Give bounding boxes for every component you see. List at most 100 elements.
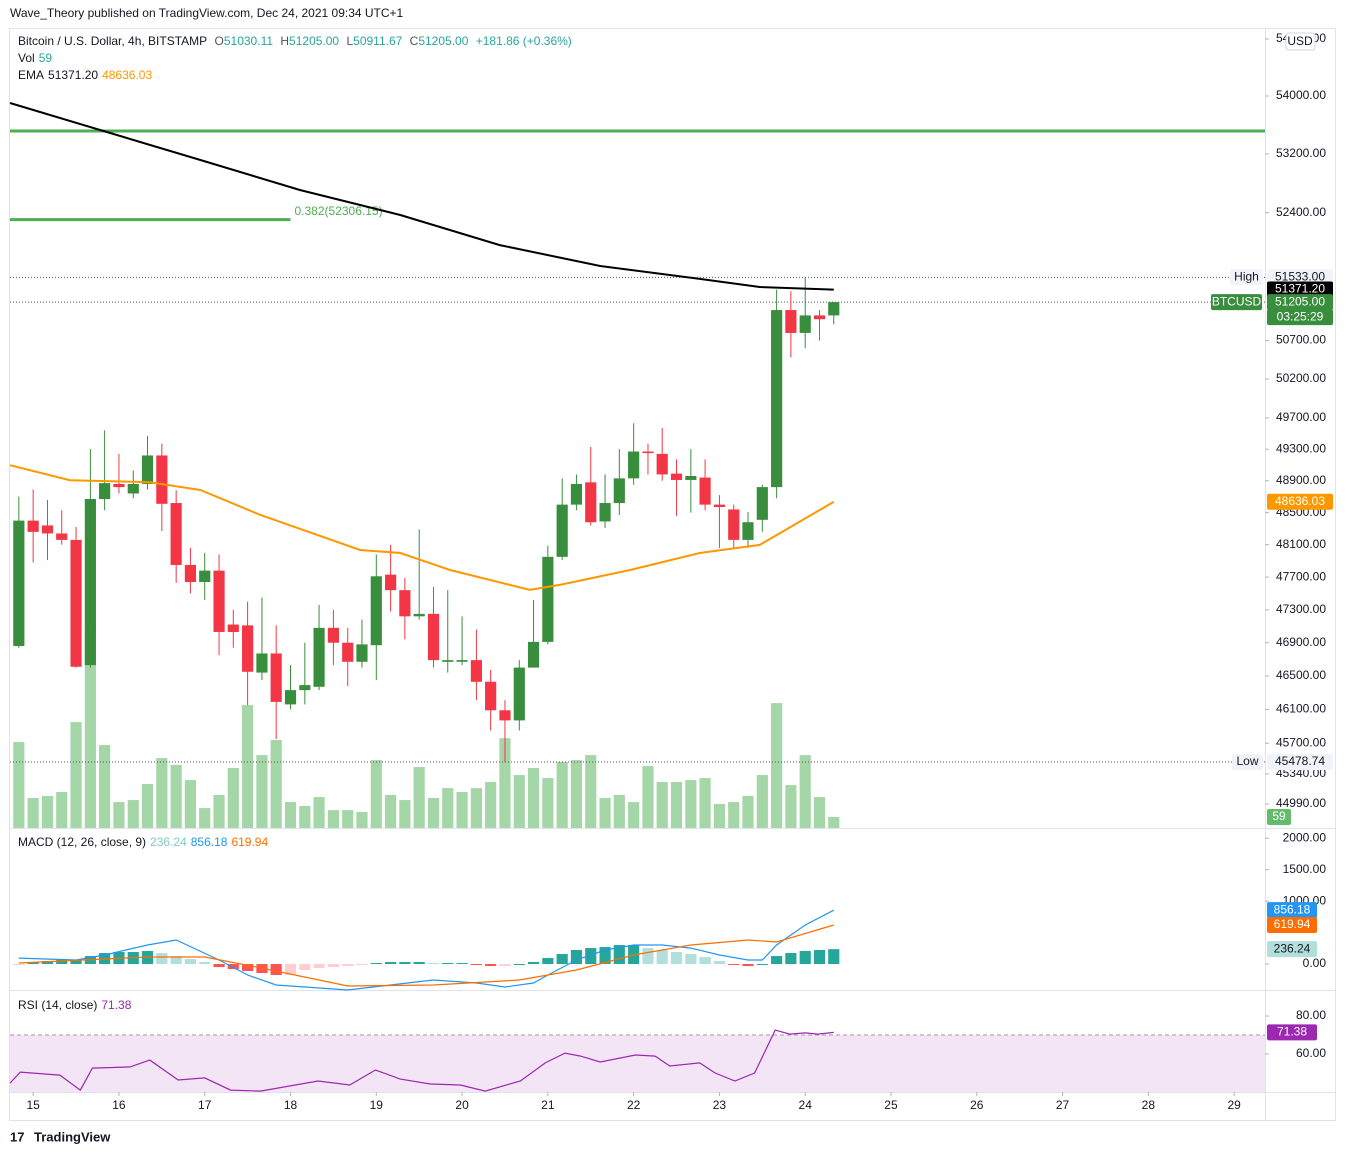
y-tick-label: 52400.00	[1276, 205, 1326, 219]
candle-body	[70, 539, 82, 667]
volume-bar	[370, 760, 382, 828]
volume-bar	[313, 797, 325, 828]
currency-button[interactable]: USD	[1287, 34, 1313, 48]
candle-body	[542, 556, 554, 642]
candle-body	[413, 613, 425, 617]
candle-body	[213, 570, 225, 632]
y-tick-label: 45700.00	[1276, 735, 1326, 749]
macd-bar	[370, 963, 382, 965]
macd-bar	[771, 956, 783, 965]
chart-frame	[9, 28, 1336, 1121]
volume-bar	[442, 788, 454, 828]
candle-body	[799, 315, 811, 333]
candle-body	[771, 310, 783, 488]
macd-tag: 856.18	[1274, 902, 1311, 916]
volume-bar	[256, 755, 268, 828]
candle-body	[628, 451, 640, 479]
high-name-bg	[1230, 269, 1263, 286]
macd-value: 856.18	[190, 835, 228, 849]
candle-body	[828, 302, 840, 316]
macd-bar	[442, 963, 454, 965]
y-tick-label: 47300.00	[1276, 602, 1326, 616]
volume-bar	[184, 780, 196, 828]
ohlc-value: 51205.00	[418, 34, 469, 48]
macd-bar	[656, 950, 668, 965]
candle-body	[713, 504, 726, 508]
volume-bar	[713, 803, 726, 828]
volume-bar	[141, 783, 154, 828]
candle-body	[184, 564, 196, 582]
macd-bar	[527, 962, 540, 965]
volume-bar	[242, 705, 254, 828]
candle-body	[327, 627, 339, 643]
volume-bar	[113, 802, 125, 828]
candle-body	[785, 310, 797, 333]
macd-bar	[41, 961, 54, 965]
low-name: Low	[1236, 754, 1258, 768]
ema-tag: 48636.03	[1275, 494, 1325, 508]
y-tick-label: 46900.00	[1276, 635, 1326, 649]
volume-bar	[127, 800, 139, 828]
volume-bar	[771, 703, 783, 828]
candle-body	[699, 477, 711, 505]
volume-bar	[284, 802, 297, 828]
volume-bar	[156, 758, 168, 828]
candle-body	[670, 473, 683, 480]
macd-bar	[728, 964, 740, 966]
macd-bar	[427, 963, 440, 965]
candle-body	[685, 476, 697, 480]
candle-body	[199, 570, 211, 582]
low-value: 45478.74	[1275, 754, 1325, 768]
y-tick-label: 54000.00	[1276, 88, 1326, 102]
volume-bar	[599, 797, 611, 828]
macd-bar	[785, 953, 797, 965]
signal-tag-bg	[1267, 917, 1317, 934]
volume-bar	[41, 795, 54, 828]
candle-body	[813, 315, 826, 320]
level-label: 0.382(52306.15)	[295, 204, 383, 218]
volume-bar	[227, 767, 239, 828]
y-tick-label: 44990.00	[1276, 796, 1326, 810]
volume-bar	[356, 811, 368, 828]
candle-body	[556, 504, 568, 557]
macd-bar	[585, 948, 597, 965]
candle-body	[585, 482, 597, 523]
macd-bar	[385, 962, 397, 965]
macd-bar	[56, 960, 68, 965]
macd-bar	[399, 962, 411, 965]
x-tick-label: 20	[455, 1098, 469, 1112]
volume-bar	[699, 778, 711, 828]
volume-bar	[327, 810, 339, 828]
countdown-tag-bg	[1267, 309, 1333, 326]
candle-body	[41, 525, 54, 534]
ema-value: 48636.03	[102, 68, 153, 82]
volume-bar	[499, 738, 511, 828]
y-tick-label: 50200.00	[1276, 371, 1326, 385]
ohlc-key: O	[214, 34, 224, 48]
rsi-value: 71.38	[101, 998, 132, 1012]
volume-bar	[13, 742, 25, 828]
ohlc-value: 51030.11	[223, 34, 274, 48]
volume-bar	[27, 797, 39, 828]
currency-button-bg	[1285, 32, 1316, 51]
ema-line	[9, 102, 834, 291]
candle-body	[442, 660, 454, 662]
candle-body	[527, 641, 540, 668]
volume-bar	[828, 816, 840, 828]
candle-body	[385, 574, 397, 591]
volume-bar	[170, 764, 182, 828]
candle-body	[27, 520, 39, 532]
volume-bar	[628, 802, 640, 828]
macd-bar	[499, 964, 511, 967]
volume-bar	[685, 780, 697, 828]
rsi-line	[9, 1029, 834, 1092]
candle-body	[356, 644, 368, 662]
volume-bar	[270, 739, 282, 828]
x-tick-label: 16	[112, 1098, 126, 1112]
candle-body	[84, 499, 96, 666]
macd-bar	[456, 963, 468, 965]
x-tick-label: 18	[284, 1098, 298, 1112]
macd-title: MACD (12, 26, close, 9)	[18, 835, 147, 849]
volume-bar	[427, 797, 440, 828]
